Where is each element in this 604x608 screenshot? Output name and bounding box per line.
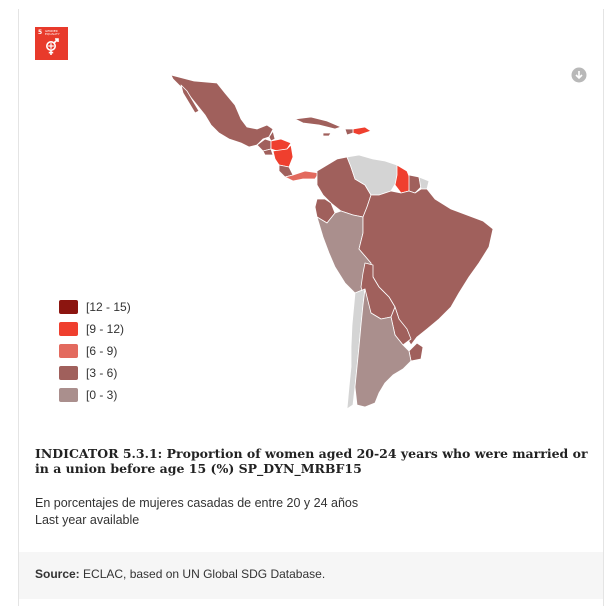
legend-label: [3 - 6) bbox=[86, 366, 118, 380]
legend-swatch bbox=[59, 366, 78, 380]
indicator-title: INDICATOR 5.3.1: Proportion of women age… bbox=[35, 446, 588, 476]
download-circle-icon[interactable] bbox=[571, 67, 587, 83]
country-jamaica[interactable] bbox=[322, 132, 332, 137]
legend-swatch bbox=[59, 344, 78, 358]
map-card: 5 GENDER EQUALITY bbox=[18, 9, 604, 606]
country-argentina[interactable] bbox=[354, 288, 412, 408]
latin-america-choropleth-map bbox=[170, 74, 494, 410]
country-mexico-baja[interactable] bbox=[180, 84, 200, 114]
indicator-subtitle: En porcentajes de mujeres casadas de ent… bbox=[35, 495, 358, 529]
legend-label: [6 - 9) bbox=[86, 344, 118, 358]
country-cuba[interactable] bbox=[294, 116, 342, 130]
source-footer: Source: ECLAC, based on UN Global SDG Da… bbox=[19, 552, 603, 599]
legend-item-12-15[interactable]: [12 - 15) bbox=[59, 296, 179, 318]
sdg-goal-text: GENDER EQUALITY bbox=[45, 29, 60, 36]
legend-swatch bbox=[59, 322, 78, 336]
legend-item-6-9[interactable]: [6 - 9) bbox=[59, 340, 179, 362]
legend-label: [12 - 15) bbox=[86, 300, 131, 314]
subtitle-period: Last year available bbox=[35, 513, 140, 527]
country-venezuela[interactable] bbox=[346, 154, 404, 196]
country-nicaragua[interactable] bbox=[272, 144, 294, 168]
legend-swatch bbox=[59, 388, 78, 402]
territory-french-guiana bbox=[418, 176, 430, 190]
country-dominican-republic[interactable] bbox=[352, 126, 372, 136]
country-mexico[interactable] bbox=[170, 74, 274, 148]
country-el-salvador[interactable] bbox=[262, 148, 274, 156]
legend-item-3-6[interactable]: [3 - 6) bbox=[59, 362, 179, 384]
source-label: Source: bbox=[35, 567, 80, 581]
source-text: Source: ECLAC, based on UN Global SDG Da… bbox=[35, 567, 325, 581]
gender-equality-icon bbox=[46, 38, 59, 55]
country-suriname[interactable] bbox=[408, 174, 422, 194]
country-belize[interactable] bbox=[268, 130, 276, 142]
legend-item-0-3[interactable]: [0 - 3) bbox=[59, 384, 179, 406]
legend: [12 - 15) [9 - 12) [6 - 9) [3 - 6) [0 - … bbox=[59, 296, 179, 406]
source-value: ECLAC, based on UN Global SDG Database. bbox=[83, 567, 326, 581]
legend-label: [0 - 3) bbox=[86, 388, 118, 402]
legend-item-9-12[interactable]: [9 - 12) bbox=[59, 318, 179, 340]
subtitle-units: En porcentajes de mujeres casadas de ent… bbox=[35, 496, 359, 510]
legend-label: [9 - 12) bbox=[86, 322, 125, 336]
legend-swatch bbox=[59, 300, 78, 314]
sdg-goal-number: 5 bbox=[38, 29, 43, 36]
sdg-goal-5-badge: 5 GENDER EQUALITY bbox=[35, 27, 68, 60]
country-uruguay[interactable] bbox=[408, 342, 424, 362]
country-haiti[interactable] bbox=[344, 128, 354, 136]
